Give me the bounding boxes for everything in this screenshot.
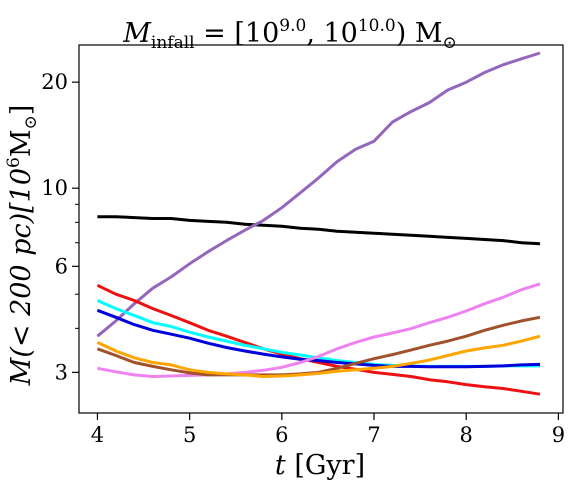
x-tick-label: 9 (552, 423, 565, 447)
title-exp2: 10.0 (358, 16, 396, 36)
title-sun-symbol: ⊙ (442, 33, 456, 53)
series-line-7 (96, 334, 541, 378)
title-mid: , 10 (306, 18, 358, 49)
y-tick-label: 20 (41, 70, 68, 94)
title-close: ) M (396, 18, 443, 49)
series-line-5 (97, 282, 541, 378)
y-tick-label: 10 (41, 176, 68, 200)
x-axis-label: t [Gyr] (275, 450, 365, 481)
series-line-0 (97, 215, 541, 246)
series-line-2 (96, 283, 541, 396)
ylabel-sun-symbol: ⊙ (21, 115, 41, 129)
title-exp1: 9.0 (279, 16, 306, 36)
x-tick-label: 4 (91, 423, 104, 447)
y-axis-label: M(< 200 pc)[106M⊙] (4, 105, 41, 387)
chart-title: Minfall = [109.0, 1010.0) M⊙ (122, 16, 456, 53)
xlabel-unit: [Gyr] (286, 450, 365, 481)
series-layer (96, 51, 541, 396)
ticks-layer: 4 5 6 7 8 9 3 6 10 20 (41, 70, 565, 447)
y-tick-label: 3 (55, 360, 68, 384)
title-m: M (122, 18, 152, 49)
series-line-4 (96, 308, 541, 369)
x-tick-label: 5 (183, 423, 196, 447)
plot-frame (78, 44, 564, 414)
series-line-1 (96, 51, 541, 338)
ylabel-part-b: M (6, 129, 37, 157)
ylabel-exp: 6 (4, 157, 24, 168)
title-subscript: infall (151, 33, 195, 53)
ylabel-part-a: M(< 200 pc)[10 (6, 168, 37, 386)
x-tick-label: 8 (460, 423, 473, 447)
title-eq: = [10 (195, 18, 280, 49)
xlabel-var: t (275, 450, 286, 481)
ylabel-part-c: ] (6, 105, 37, 116)
x-tick-label: 7 (367, 423, 380, 447)
x-tick-label: 6 (275, 423, 288, 447)
y-tick-label: 6 (55, 254, 68, 278)
